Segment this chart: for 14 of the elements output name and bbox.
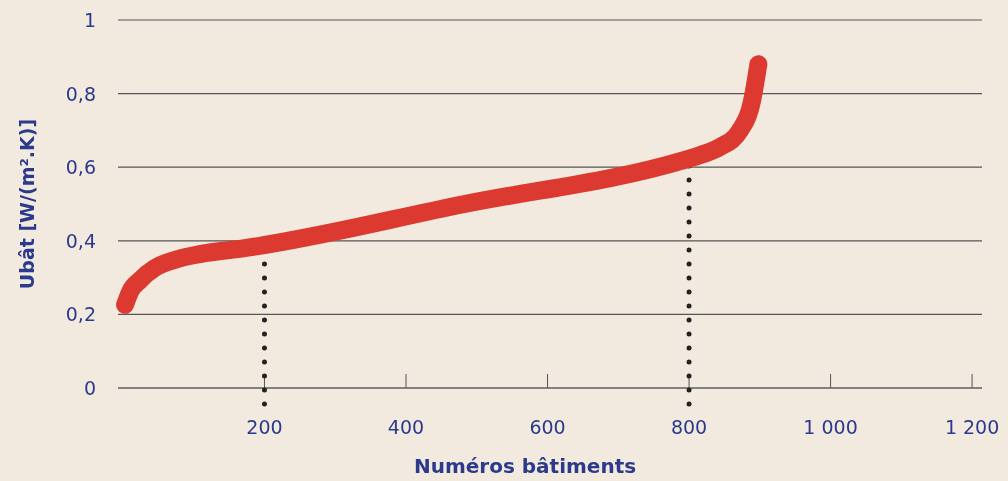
y-axis-title: Ubât [W/(m².K)]	[16, 118, 38, 290]
x-tick-label: 400	[387, 416, 425, 438]
y-tick-label: 0,8	[65, 82, 96, 105]
y-tick-label: 0,2	[65, 303, 96, 326]
x-tick-label: 800	[670, 416, 708, 438]
y-tick-label: 1	[83, 9, 96, 31]
x-tick-label: 1 200	[944, 416, 1000, 438]
x-tick-label: 600	[529, 416, 566, 438]
y-tick-label: 0,4	[65, 229, 96, 252]
x-axis-title: Numéros bâtiments	[413, 454, 637, 478]
y-tick-label: 0,6	[65, 156, 96, 179]
x-tick-label: 1 000	[803, 416, 858, 438]
x-tick-label: 200	[246, 416, 283, 438]
y-tick-label: 0	[83, 377, 96, 399]
